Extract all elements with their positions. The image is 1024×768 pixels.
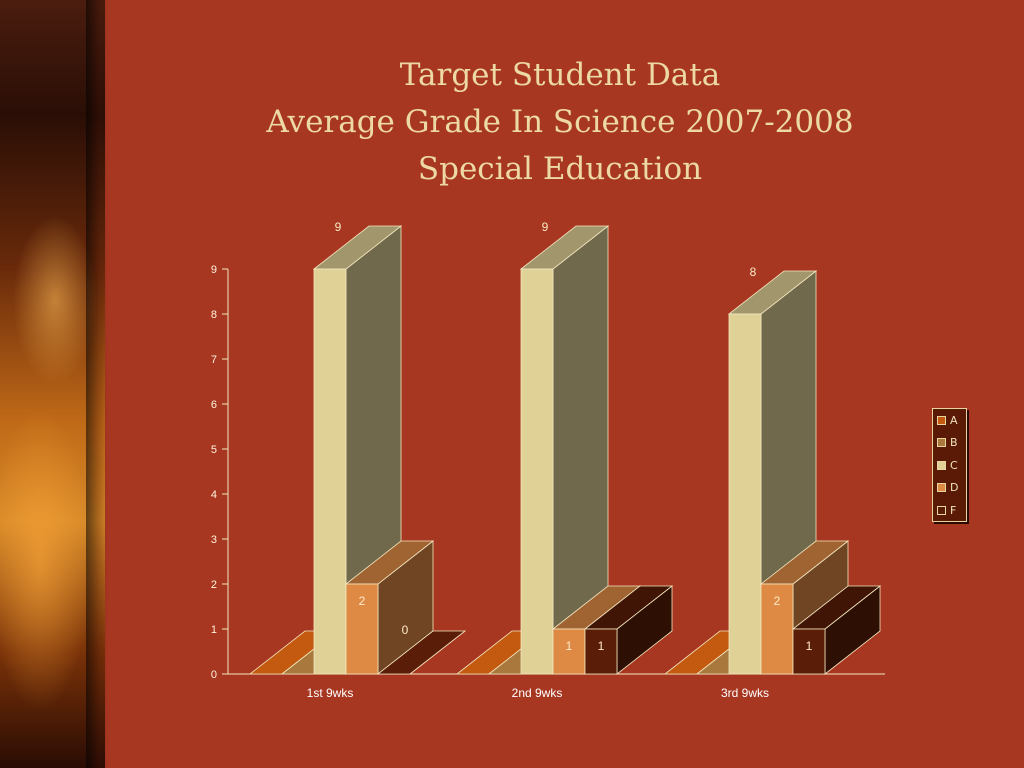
bar-front-face [792, 628, 826, 675]
bar-front-face [313, 268, 347, 675]
data-label: 8 [750, 265, 757, 279]
bar-front-face [728, 313, 762, 675]
data-label: 0 [402, 623, 409, 637]
legend-label: B [950, 436, 958, 449]
bar-top-face [376, 630, 467, 675]
legend-swatch [937, 415, 946, 425]
y-tick-label: 0 [211, 669, 217, 681]
y-tick-label: 5 [211, 444, 217, 456]
x-tick-label: 3rd 9wks [721, 686, 769, 700]
panel-edge-shadow [86, 0, 108, 768]
data-label: 9 [542, 220, 549, 234]
legend-item: D [937, 480, 958, 496]
legend-swatch [937, 483, 946, 492]
data-label: 1 [806, 639, 813, 653]
y-tick-label: 8 [211, 309, 217, 321]
data-label: 1 [566, 639, 573, 653]
y-tick-label: 3 [211, 534, 217, 546]
legend-item: A [937, 412, 958, 428]
legend-item: F [937, 502, 956, 518]
data-label: 2 [774, 594, 781, 608]
y-tick-label: 4 [211, 489, 217, 501]
legend-item: B [937, 435, 958, 451]
x-tick-label: 2nd 9wks [512, 686, 563, 700]
legend-label: D [950, 481, 959, 494]
legend-swatch [937, 505, 946, 515]
bar-front-face [552, 628, 586, 675]
legend-swatch [937, 438, 946, 447]
bar-front-face [520, 268, 554, 675]
legend-label: C [950, 458, 958, 472]
title-line-3: Special Education [417, 151, 703, 187]
data-label: 2 [359, 594, 366, 608]
y-tick-label: 1 [211, 624, 217, 636]
bar-front-face [760, 583, 794, 675]
x-tick-label: 1st 9wks [307, 686, 354, 700]
chart-title: Target Student Data Average Grade In Sci… [160, 52, 960, 193]
data-label: 1 [598, 639, 605, 653]
data-label: 9 [335, 220, 342, 234]
title-line-1: Target Student Data [399, 57, 721, 93]
y-tick-label: 7 [211, 354, 217, 366]
bar-front-face [345, 583, 379, 675]
y-tick-label: 2 [211, 579, 217, 591]
legend-swatch [937, 460, 946, 470]
title-line-2: Average Grade In Science 2007-2008 [266, 104, 854, 140]
legend-item: C [937, 457, 958, 473]
legend-label: F [950, 503, 957, 517]
bar-front-face [584, 628, 618, 675]
y-tick-label: 6 [211, 399, 217, 411]
y-tick-label: 9 [211, 264, 217, 276]
legend-label: A [950, 413, 958, 427]
